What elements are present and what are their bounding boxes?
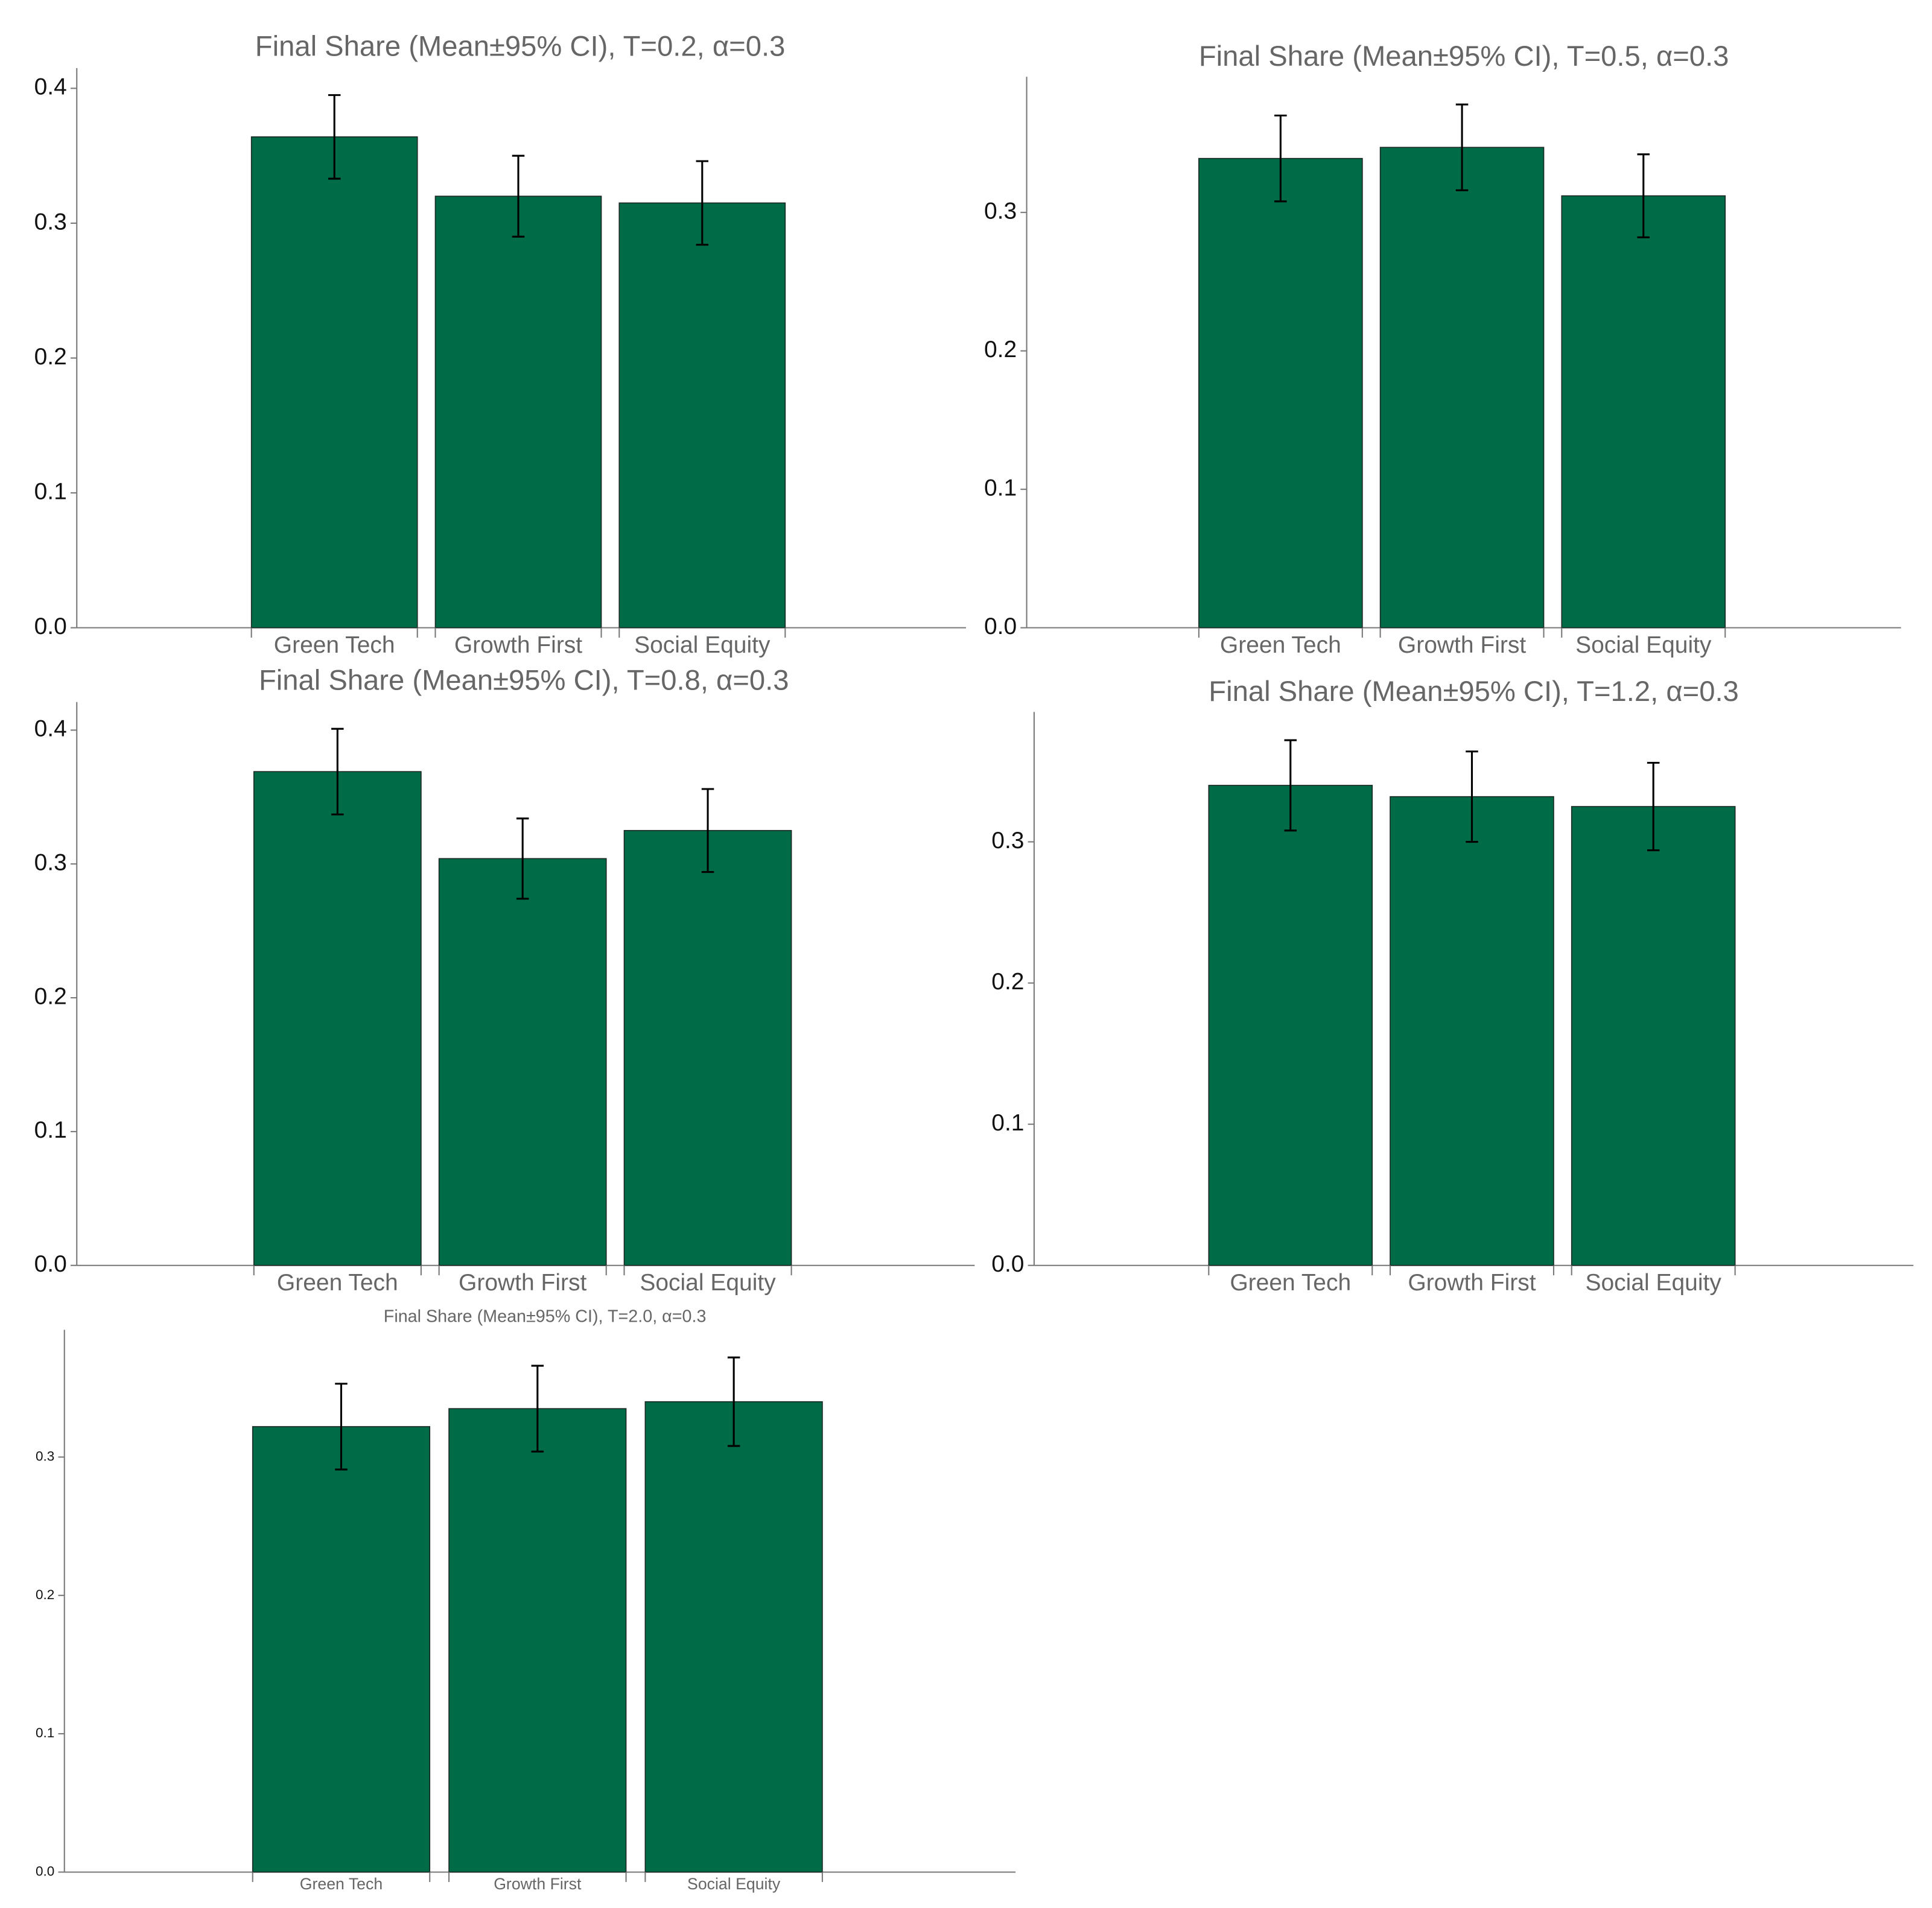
y-tick-label: 0.3 (36, 1448, 54, 1463)
error-bar (1455, 103, 1469, 191)
y-tick-label: 0.3 (34, 209, 67, 235)
x-tick-label: Social Equity (634, 632, 771, 658)
chart-title: Final Share (Mean±95% CI), T=0.5, α=0.3 (1199, 40, 1729, 72)
chart-title: Final Share (Mean±95% CI), T=2.0, α=0.3 (384, 1307, 707, 1326)
x-tick-label: Green Tech (1230, 1270, 1351, 1296)
y-tick-label: 0.2 (991, 969, 1024, 995)
chart-panel: Final Share (Mean±95% CI), T=0.8, α=0.3 0… (34, 664, 975, 1296)
bar (448, 1408, 627, 1873)
error-bar (727, 1356, 740, 1447)
chart-title: Final Share (Mean±95% CI), T=0.2, α=0.3 (255, 31, 786, 63)
y-tick-label: 0.3 (34, 850, 67, 876)
bar (644, 1401, 823, 1873)
y-tick-label: 0.1 (984, 475, 1017, 501)
error-bar (328, 94, 341, 180)
bar (1379, 147, 1545, 629)
error-bar (1466, 750, 1478, 843)
chart-title: Final Share (Mean±95% CI), T=1.2, α=0.3 (1209, 676, 1739, 708)
bar (253, 771, 422, 1266)
error-bar (696, 160, 709, 246)
y-tick-label: 0.0 (34, 613, 67, 639)
x-tick-label: Social Equity (1585, 1270, 1721, 1296)
x-tick-label: Growth First (459, 1270, 586, 1296)
x-tick-label: Growth First (1398, 632, 1526, 658)
bar (1198, 157, 1363, 629)
error-bar (335, 1383, 348, 1471)
x-tick-label: Social Equity (687, 1875, 781, 1893)
error-bar (512, 154, 525, 238)
y-tick-label: 0.2 (34, 983, 67, 1009)
bar (252, 1426, 431, 1873)
x-tick-label: Social Equity (640, 1270, 776, 1296)
chart-panel: Final Share (Mean±95% CI), T=0.2, α=0.3 0… (34, 31, 966, 658)
bar (438, 858, 607, 1266)
y-tick-label: 0.1 (991, 1110, 1024, 1136)
error-bar (701, 788, 714, 873)
bar (434, 195, 602, 629)
chart-panel: Final Share (Mean±95% CI), T=2.0, α=0.3 0… (36, 1307, 1016, 1893)
y-tick-label: 0.2 (984, 337, 1017, 363)
x-tick-label: Growth First (1408, 1270, 1536, 1296)
y-tick-label: 0.4 (34, 74, 67, 100)
y-tick-label: 0.0 (36, 1863, 54, 1878)
chart-panel: Final Share (Mean±95% CI), T=1.2, α=0.3 0… (991, 676, 1914, 1296)
x-tick-label: Green Tech (277, 1270, 398, 1296)
x-tick-label: Growth First (454, 632, 582, 658)
bar (250, 136, 418, 629)
bar (1571, 806, 1736, 1266)
bar (618, 202, 786, 629)
chart-title: Final Share (Mean±95% CI), T=0.8, α=0.3 (259, 664, 789, 696)
y-tick-label: 0.1 (36, 1725, 54, 1740)
error-bar (1647, 761, 1660, 852)
y-tick-label: 0.3 (991, 828, 1024, 854)
bar (623, 829, 792, 1266)
x-tick-label: Green Tech (274, 632, 395, 658)
bar (1390, 796, 1554, 1266)
bar (1208, 785, 1373, 1266)
y-tick-label: 0.0 (34, 1251, 67, 1277)
y-tick-label: 0.4 (34, 716, 67, 742)
x-tick-label: Social Equity (1575, 632, 1712, 658)
chart-panel: Final Share (Mean±95% CI), T=0.5, α=0.3 0… (984, 40, 1901, 658)
error-bar (1637, 153, 1650, 239)
x-tick-label: Green Tech (300, 1875, 383, 1893)
y-tick-label: 0.2 (34, 344, 67, 370)
y-tick-label: 0.0 (991, 1251, 1024, 1277)
y-tick-label: 0.2 (36, 1587, 54, 1602)
y-tick-label: 0.3 (984, 198, 1017, 224)
y-tick-label: 0.1 (34, 478, 67, 504)
error-bar (331, 727, 344, 816)
error-bar (1284, 739, 1297, 832)
x-tick-label: Green Tech (1220, 632, 1341, 658)
bar (1561, 195, 1726, 629)
y-tick-label: 0.1 (34, 1117, 67, 1143)
error-bar (1274, 114, 1287, 203)
y-tick-label: 0.0 (984, 613, 1017, 639)
error-bar (516, 817, 529, 900)
error-bar (531, 1364, 544, 1453)
x-tick-label: Growth First (494, 1875, 582, 1893)
